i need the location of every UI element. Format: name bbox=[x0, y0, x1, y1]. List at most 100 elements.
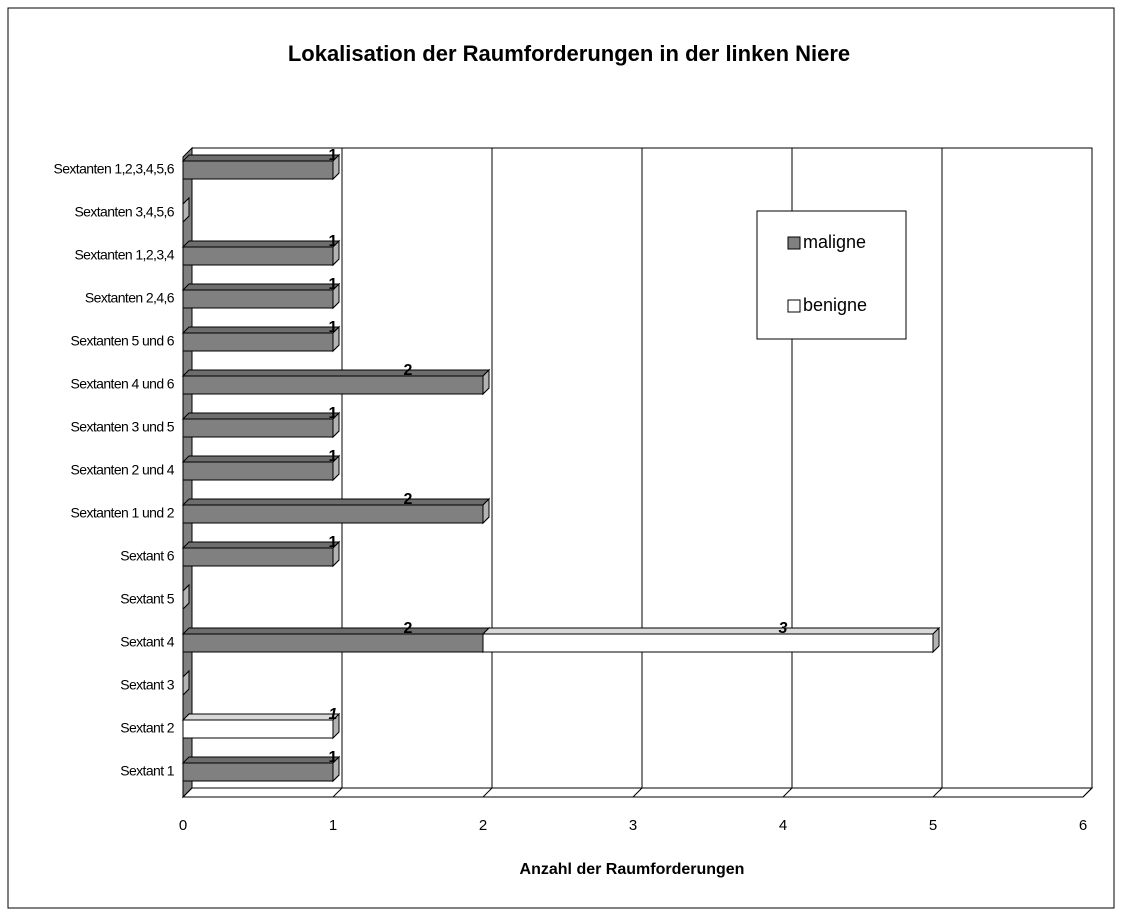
x-tick-label: 5 bbox=[929, 817, 937, 834]
bar bbox=[332, 540, 340, 568]
bar bbox=[182, 669, 190, 697]
y-tick-label: Sextanten 2,4,6 bbox=[85, 290, 175, 306]
bar bbox=[332, 239, 340, 267]
data-label: 1 bbox=[329, 233, 338, 250]
bar-face bbox=[181, 713, 341, 721]
bar-face bbox=[182, 461, 334, 481]
bar-face bbox=[182, 196, 190, 224]
bar-face bbox=[182, 504, 484, 524]
y-tick-label: Sextant 5 bbox=[120, 591, 175, 607]
y-tick-label: Sextanten 4 und 6 bbox=[71, 376, 175, 392]
legend-swatch bbox=[787, 299, 801, 313]
x-tick-label: 3 bbox=[629, 817, 637, 834]
y-tick-label: Sextanten 1,2,3,4,5,6 bbox=[53, 161, 174, 177]
bar-face bbox=[182, 719, 334, 739]
bar bbox=[332, 411, 340, 439]
bar-face bbox=[482, 368, 490, 396]
data-label: 3 bbox=[779, 620, 788, 637]
bar-face bbox=[181, 240, 341, 248]
bar-face bbox=[332, 540, 340, 568]
bar bbox=[181, 153, 341, 181]
bar bbox=[181, 454, 341, 482]
bar bbox=[181, 411, 341, 439]
bar bbox=[182, 196, 190, 224]
bar-face bbox=[181, 283, 341, 291]
bar-face bbox=[181, 498, 491, 506]
bar-face bbox=[181, 326, 341, 334]
x-tick bbox=[932, 787, 943, 798]
data-label: 1 bbox=[329, 706, 338, 723]
x-tick bbox=[182, 787, 193, 798]
bar bbox=[181, 325, 341, 353]
y-tick-label: Sextanten 5 und 6 bbox=[71, 333, 175, 349]
x-tick-label: 6 bbox=[1079, 817, 1087, 834]
data-label: 1 bbox=[329, 749, 338, 766]
bar-face bbox=[482, 633, 934, 653]
bar-face bbox=[482, 497, 490, 525]
bar-face bbox=[181, 627, 491, 635]
y-tick-label: Sextanten 2 und 4 bbox=[71, 462, 175, 478]
bar-face bbox=[181, 455, 341, 463]
x-tick-label: 0 bbox=[179, 817, 187, 834]
bar-face bbox=[481, 627, 941, 635]
data-label: 2 bbox=[404, 620, 413, 637]
bar-face bbox=[181, 412, 341, 420]
bar bbox=[332, 282, 340, 310]
y-tick-label: Sextant 4 bbox=[120, 634, 175, 650]
y-tick-label: Sextanten 3 und 5 bbox=[71, 419, 175, 435]
bar bbox=[181, 282, 341, 310]
bar-face bbox=[182, 375, 484, 395]
bar bbox=[181, 755, 341, 783]
bar-face bbox=[181, 369, 491, 377]
bar bbox=[181, 368, 491, 396]
x-tick bbox=[332, 787, 343, 798]
x-tick bbox=[1082, 787, 1093, 798]
y-tick-label: Sextant 1 bbox=[120, 763, 175, 779]
bar-face bbox=[332, 239, 340, 267]
x-tick-label: 2 bbox=[479, 817, 487, 834]
bar bbox=[481, 626, 941, 654]
bar bbox=[181, 497, 491, 525]
bar-face bbox=[932, 626, 940, 654]
bar bbox=[182, 583, 190, 611]
bar-face bbox=[182, 160, 334, 180]
bar bbox=[181, 239, 341, 267]
bar-face bbox=[182, 633, 484, 653]
bar bbox=[181, 626, 491, 654]
bar-face bbox=[182, 289, 334, 309]
x-axis-title: Anzahl der Raumforderungen bbox=[520, 861, 745, 878]
legend-label: benigne bbox=[803, 295, 867, 315]
bar bbox=[181, 712, 341, 740]
bar bbox=[482, 368, 490, 396]
data-label: 1 bbox=[329, 319, 338, 336]
x-tick-label: 1 bbox=[329, 817, 337, 834]
y-tick-label: Sextant 3 bbox=[120, 677, 175, 693]
y-tick-label: Sextanten 1,2,3,4 bbox=[74, 247, 174, 263]
bar-face bbox=[181, 756, 341, 764]
bar-face bbox=[332, 712, 340, 740]
bar-face bbox=[182, 332, 334, 352]
data-label: 1 bbox=[329, 448, 338, 465]
bar-face bbox=[332, 282, 340, 310]
bar-face bbox=[182, 246, 334, 266]
bar-face bbox=[182, 547, 334, 567]
bar-face bbox=[182, 583, 190, 611]
legend-label: maligne bbox=[803, 232, 866, 252]
bar-face bbox=[182, 669, 190, 697]
bar-face bbox=[332, 454, 340, 482]
bar-face bbox=[182, 418, 334, 438]
x-tick bbox=[632, 787, 643, 798]
y-tick-label: Sextant 6 bbox=[120, 548, 175, 564]
x-tick-label: 4 bbox=[779, 817, 787, 834]
bar-face bbox=[182, 762, 334, 782]
bar-face bbox=[181, 154, 341, 162]
bar-face bbox=[332, 411, 340, 439]
y-tick-label: Sextanten 1 und 2 bbox=[71, 505, 175, 521]
legend-swatch bbox=[787, 236, 801, 250]
bar-face bbox=[181, 541, 341, 549]
y-tick-label: Sextant 2 bbox=[120, 720, 175, 736]
data-label: 2 bbox=[404, 362, 413, 379]
bar bbox=[332, 755, 340, 783]
bar bbox=[332, 153, 340, 181]
